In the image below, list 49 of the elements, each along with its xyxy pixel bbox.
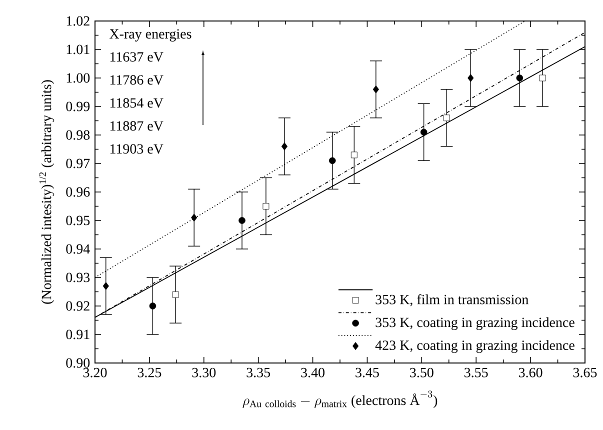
y-tick-label: 0.90 [66, 358, 90, 368]
annotation: 11887 eV [110, 121, 164, 131]
point [468, 74, 474, 82]
point [262, 203, 270, 210]
point [444, 114, 450, 122]
point [516, 74, 524, 82]
x-tick-label: 3.30 [192, 368, 216, 378]
x-tick-label: 3.65 [573, 368, 597, 378]
x-tick-label: 3.45 [356, 368, 379, 378]
x-tick-label: 3.25 [138, 368, 162, 378]
x-tick-label: 3.20 [83, 368, 107, 378]
y-tick-label: 0.95 [66, 216, 90, 226]
y-tick-label: 0.94 [66, 244, 90, 254]
annotation: 11786 eV [110, 75, 164, 85]
point [172, 291, 179, 298]
y-tick-label: 0.97 [66, 158, 90, 168]
y-tick-label: 0.96 [66, 187, 90, 197]
point [149, 302, 156, 310]
x-tick-label: 3.35 [246, 368, 270, 378]
annotation: 11854 eV [110, 98, 164, 108]
point [420, 128, 428, 136]
y-axis-title: (Normalized intesity)$^{1/2}$ (arbitrary units) [39, 80, 54, 304]
point [328, 157, 336, 164]
y-tick-label: 0.93 [66, 272, 90, 282]
point [102, 282, 109, 290]
x-tick-label: 3.60 [518, 368, 542, 378]
point [350, 152, 358, 158]
legend-label: 353 K, coating in grazing incidence [376, 317, 574, 330]
annotation: 11637 eV [110, 52, 164, 62]
y-tick-label: 0.98 [66, 130, 90, 140]
y-tick-label: 0.92 [66, 301, 90, 311]
y-tick-label: 1.02 [66, 16, 90, 26]
point [238, 217, 246, 224]
legend-label: 353 K, film in transmission [376, 294, 528, 306]
annotation: 11903 eV [110, 144, 164, 154]
point [281, 142, 288, 150]
y-tick-label: 0.91 [66, 330, 90, 340]
point [539, 74, 546, 82]
point [191, 214, 198, 222]
y-tick-label: 1.01 [66, 44, 90, 54]
point [372, 85, 379, 94]
x-axis-title: $\rho_{\mathrm{Au\ colloids}}-\rho_{\mathrm{matrix}}\text{ (electrons Å}^{-3}\text{)}$ [242, 390, 438, 408]
x-tick-label: 3.50 [410, 368, 434, 378]
legend-label: 423 K, coating in grazing incidence [375, 340, 574, 353]
y-tick-label: 1.00 [66, 73, 90, 83]
y-tick-label: 0.99 [66, 102, 90, 112]
annotation: X-ray energies [110, 29, 192, 42]
x-tick-label: 3.40 [301, 368, 324, 378]
x-tick-label: 3.55 [464, 368, 488, 378]
